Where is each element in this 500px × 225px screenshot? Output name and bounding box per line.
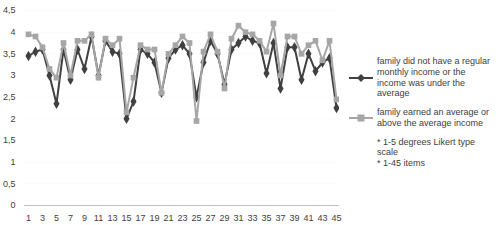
svg-text:9: 9	[82, 213, 87, 223]
svg-text:3,5: 3,5	[3, 49, 16, 59]
svg-text:4,5: 4,5	[3, 5, 16, 15]
svg-text:2: 2	[10, 114, 15, 124]
svg-text:23: 23	[177, 213, 187, 223]
svg-text:1: 1	[10, 157, 15, 167]
svg-text:21: 21	[163, 213, 173, 223]
svg-text:3: 3	[10, 70, 15, 80]
svg-text:37: 37	[275, 213, 285, 223]
svg-text:1: 1	[26, 213, 31, 223]
html-text:* 1-5 degrees Likert type scal: * 1-5 degrees Likert type scale	[377, 136, 476, 158]
svg-text:1,5: 1,5	[3, 135, 16, 145]
svg-text:4: 4	[10, 27, 15, 37]
svg-text:39: 39	[289, 213, 299, 223]
svg-text:41: 41	[303, 213, 313, 223]
svg-text:35: 35	[261, 213, 271, 223]
svg-text:3: 3	[40, 213, 45, 223]
svg-text:0: 0	[10, 200, 15, 210]
html-text:family did not have a regular: family did not have a regular monthly in…	[377, 55, 491, 99]
svg-text:13: 13	[107, 213, 117, 223]
svg-text:0,5: 0,5	[3, 179, 16, 189]
svg-text:25: 25	[191, 213, 201, 223]
svg-text:33: 33	[247, 213, 257, 223]
html-text:family earned an average or ab: family earned an average or above the av…	[377, 107, 490, 128]
svg-text:7: 7	[68, 213, 73, 223]
svg-text:17: 17	[135, 213, 145, 223]
svg-text:27: 27	[205, 213, 215, 223]
svg-text:15: 15	[121, 213, 131, 223]
html-text:* 1-45 items: * 1-45 items	[377, 158, 425, 169]
svg-text:43: 43	[317, 213, 327, 223]
svg-text:5: 5	[54, 213, 59, 223]
svg-text:2,5: 2,5	[3, 92, 16, 102]
svg-text:45: 45	[331, 213, 341, 223]
svg-text:19: 19	[149, 213, 159, 223]
svg-text:29: 29	[219, 213, 229, 223]
svg-text:31: 31	[233, 213, 243, 223]
svg-text:11: 11	[94, 213, 103, 223]
